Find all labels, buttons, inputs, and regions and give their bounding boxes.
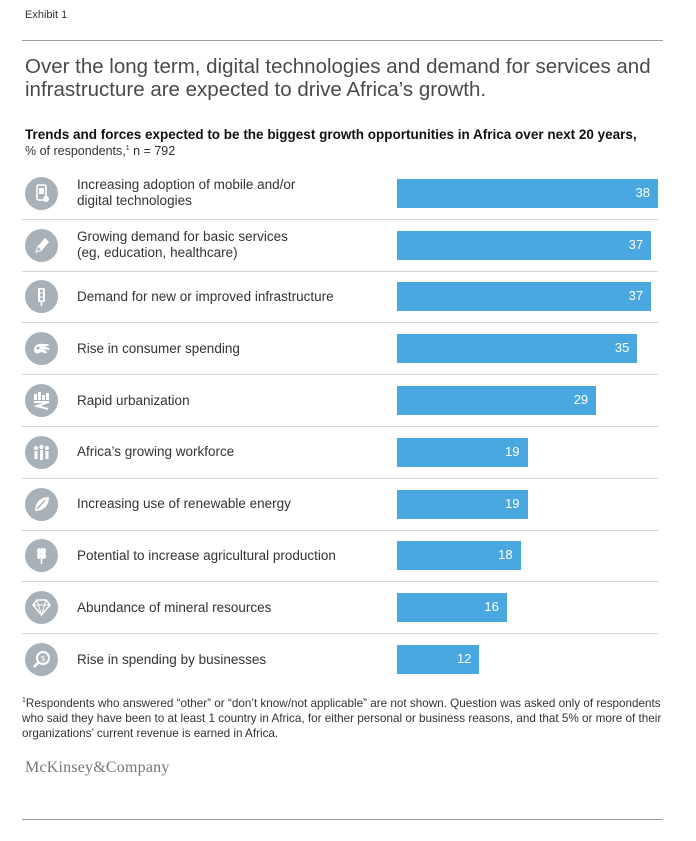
bar-value-label: 19 [505,495,520,511]
wheat-icon [25,539,58,573]
svg-text:$: $ [40,654,45,663]
row-divider [22,425,658,427]
bar: 37 [397,230,652,260]
bar-value-label: 29 [573,392,589,408]
chart-row: Potential to increase agricultural produ… [22,531,658,583]
bar-value-label: 38 [635,184,650,200]
footnote: 1Respondents who answered “other” or “do… [22,693,672,741]
bar: 18 [397,541,521,571]
row-divider [22,270,658,272]
chart-row: Rise in consumer spending 35 [22,323,658,376]
bar: 12 [397,645,480,675]
hand-icon [25,332,58,366]
footnote-mark: 1 [125,144,130,152]
bar: 35 [397,334,638,364]
bar: 19 [397,437,528,467]
people-icon [25,435,58,469]
chart-row: $ Rise in spending by businesses 12 [22,634,658,686]
coin-magnifier-icon: $ [25,643,58,677]
category-label: Rise in spending by businesses [77,652,377,668]
category-label-line: Increasing adoption of mobile and/or [77,177,296,193]
chart-row: Increasing use of renewable energy 19 [22,479,658,531]
category-label-line: Increasing use of renewable energy [77,496,291,512]
category-label: Potential to increase agricultural produ… [77,548,377,564]
category-label-line: Abundance of mineral resources [77,599,272,615]
bar: 19 [397,489,528,519]
category-label: Increasing adoption of mobile and/or digi… [77,177,377,209]
category-label-line: Rise in spending by businesses [77,651,267,667]
row-divider [22,633,658,635]
row-divider [22,477,658,479]
category-label: Growing demand for basic services (eg, ed… [77,229,377,261]
category-label-line: (eg, education, healthcare) [77,245,238,261]
chart-subtitle: % of respondents,1 n = 792 [25,144,175,158]
bar-value-label: 18 [498,547,513,563]
bottom-divider [22,819,663,820]
category-label: Demand for new or improved infrastructur… [77,289,377,305]
category-label-line: Potential to increase agricultural produ… [77,547,336,563]
category-label: Africa’s growing workforce [77,444,377,460]
category-label-line: Rapid urbanization [77,392,190,408]
chart-row: Rapid urbanization 29 [22,375,658,427]
category-label-line: digital technologies [77,193,192,209]
bar-value-label: 37 [628,288,644,304]
footnote-text: Respondents who answered “other” or “don… [22,696,662,740]
row-divider [22,529,658,531]
category-label-line: Rise in consumer spending [77,340,240,356]
chart-row: Abundance of mineral resources 16 [22,582,658,635]
page-title: Over the long term, digital technologies… [25,55,651,101]
bar-value-label: 35 [614,340,630,356]
row-divider [22,218,658,220]
bar-value-label: 16 [484,599,499,615]
category-label-line: Africa’s growing workforce [77,444,235,460]
chart-row: Increasing adoption of mobile and/or digi… [22,168,658,220]
chart-title: Trends and forces expected to be the big… [25,127,637,142]
category-label: Rapid urbanization [77,393,377,409]
bar-value-label: 19 [505,443,520,459]
pencil-icon [25,228,58,262]
mobile-icon [25,176,58,210]
category-label-line: Growing demand for basic services [77,229,288,245]
category-label-line: Demand for new or improved infrastructur… [77,288,334,304]
bar-value-label: 37 [628,236,644,252]
company-logo: McKinsey&Company [25,759,170,776]
category-label: Increasing use of renewable energy [77,496,377,512]
subnote-prefix: % of respondents, [25,144,126,158]
category-label: Rise in consumer spending [77,341,377,357]
city-road-icon [25,384,58,418]
top-divider [22,40,663,41]
bar: 29 [397,386,597,416]
diamond-icon [25,591,58,625]
sample-size: n = 792 [129,144,176,158]
footnote-mark: 1 [22,697,26,704]
exhibit-label: Exhibit 1 [25,9,68,21]
bar: 38 [397,178,658,208]
traffic-light-icon [25,280,58,314]
bar-value-label: 12 [456,651,472,667]
chart-row: Growing demand for basic services (eg, ed… [22,220,658,272]
bar: 37 [397,282,652,312]
leaf-energy-icon [25,487,58,521]
row-divider [22,322,658,324]
chart-row: Africa’s growing workforce 19 [22,427,658,479]
bar: 16 [397,593,507,623]
row-divider [22,581,658,583]
category-label: Abundance of mineral resources [77,600,377,616]
row-divider [22,374,658,376]
chart-row: Demand for new or improved infrastructur… [22,272,658,324]
